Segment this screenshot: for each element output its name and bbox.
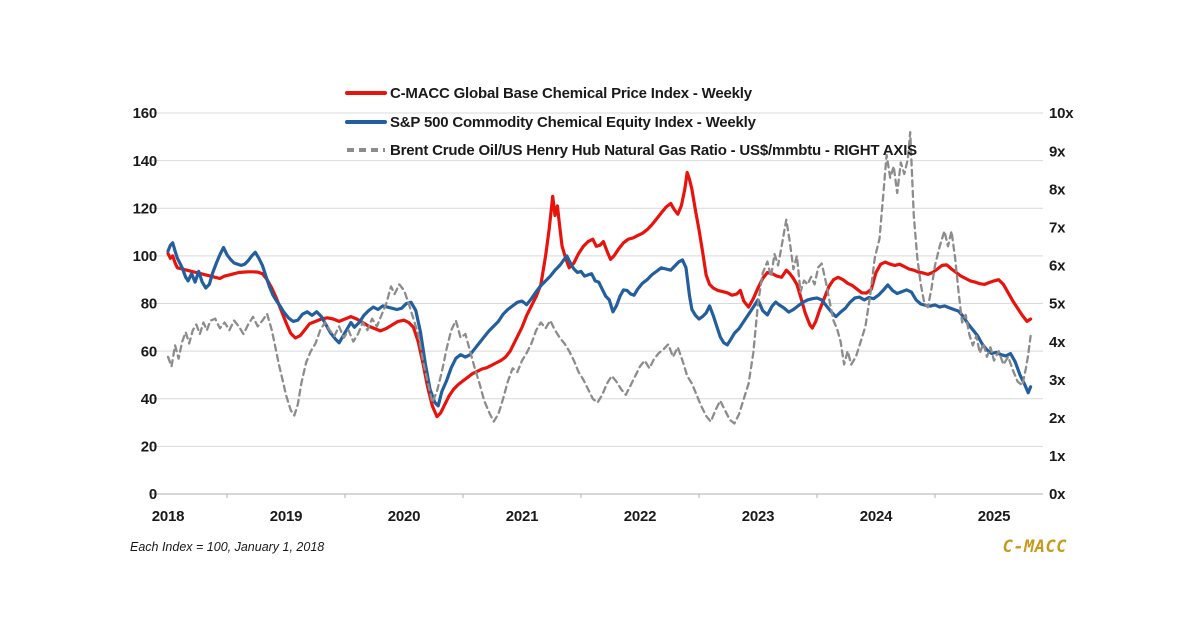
y-right-tick-label: 1x xyxy=(1049,448,1066,465)
y-left-tick-label: 100 xyxy=(133,248,157,265)
series-line-cmacc_price_index xyxy=(166,170,1033,419)
data-series xyxy=(166,130,1033,425)
y-left-tick-label: 80 xyxy=(141,296,157,313)
legend: C-MACC Global Base Chemical Price Index … xyxy=(345,85,917,159)
x-axis-tick-label: 2022 xyxy=(624,508,657,525)
legend-item: C-MACC Global Base Chemical Price Index … xyxy=(345,85,753,102)
x-axis-tick-label: 2023 xyxy=(742,508,775,525)
y-right-tick-label: 3x xyxy=(1049,372,1066,389)
legend-label: C-MACC Global Base Chemical Price Index … xyxy=(390,85,753,102)
y-right-tick-label: 10x xyxy=(1049,105,1074,122)
legend-item: S&P 500 Commodity Chemical Equity Index … xyxy=(345,114,757,131)
gridlines xyxy=(150,112,1043,447)
y-right-tick-label: 8x xyxy=(1049,181,1066,198)
y-right-tick-label: 4x xyxy=(1049,334,1066,351)
axis-tick-labels: 0 20 40 60 80 100 120 140 160 0x 1x 2x 3x 4x 5x 6x 7x 8x 9… xyxy=(133,105,1075,525)
y-right-tick-label: 0x xyxy=(1049,486,1066,503)
index-base-note: Each Index = 100, January 1, 2018 xyxy=(130,540,324,554)
legend-label: Brent Crude Oil/US Henry Hub Natural Gas… xyxy=(390,142,917,159)
x-axis-tick-label: 2025 xyxy=(978,508,1011,525)
y-right-tick-label: 5x xyxy=(1049,296,1066,313)
x-axis-tick-label: 2020 xyxy=(388,508,421,525)
x-axis-tick-label: 2019 xyxy=(270,508,303,525)
y-right-tick-label: 2x xyxy=(1049,410,1066,427)
y-left-tick-label: 160 xyxy=(133,105,157,122)
y-left-tick-label: 120 xyxy=(133,200,157,217)
y-right-tick-label: 7x xyxy=(1049,220,1066,237)
y-left-tick-label: 0 xyxy=(149,486,157,503)
series-line-brent_henryhub_ratio xyxy=(166,130,1032,425)
x-axis-tick-label: 2024 xyxy=(860,508,893,525)
axes xyxy=(150,493,1043,498)
y-left-tick-label: 40 xyxy=(141,391,157,408)
series-line-sp500_commodity_chemical_equity xyxy=(166,241,1033,408)
legend-item: Brent Crude Oil/US Henry Hub Natural Gas… xyxy=(347,142,917,159)
cmacc-logo: C-MACC xyxy=(1003,537,1068,557)
y-left-tick-label: 60 xyxy=(141,343,157,360)
y-right-tick-label: 9x xyxy=(1049,143,1066,160)
y-left-tick-label: 20 xyxy=(141,439,157,456)
x-axis-tick-label: 2021 xyxy=(506,508,539,525)
legend-label: S&P 500 Commodity Chemical Equity Index … xyxy=(390,114,757,131)
x-axis-tick-label: 2018 xyxy=(152,508,185,525)
y-right-tick-label: 6x xyxy=(1049,258,1066,275)
y-left-tick-label: 140 xyxy=(133,153,157,170)
